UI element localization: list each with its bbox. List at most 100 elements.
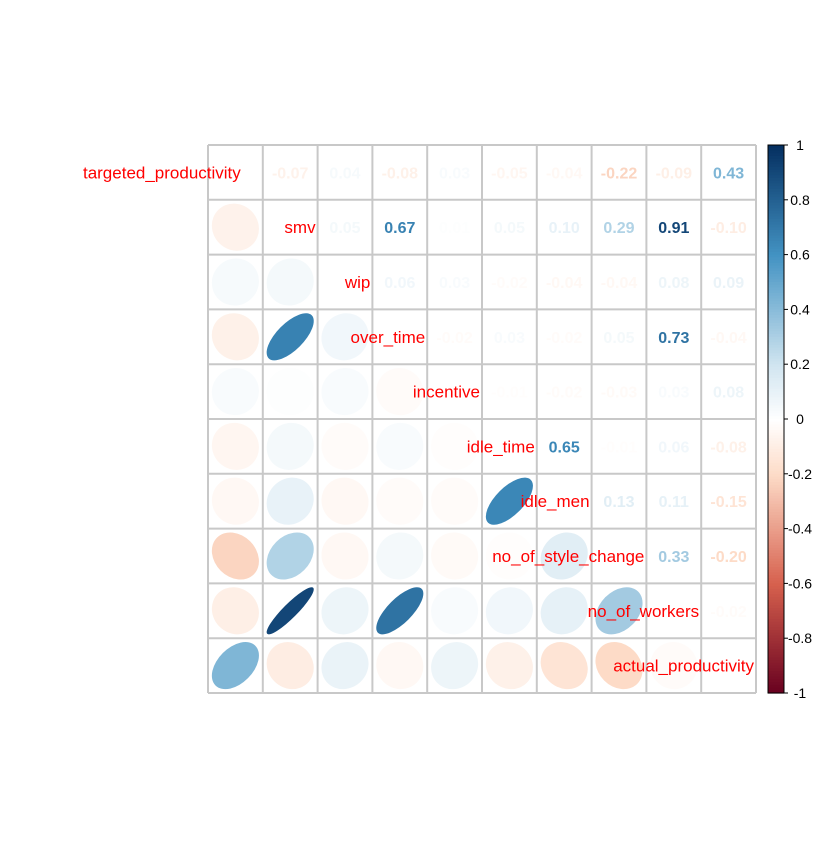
corr-ellipse: [266, 642, 314, 690]
corr-ellipse: [485, 642, 533, 690]
variable-label: wip: [344, 273, 371, 292]
corr-value: 0.05: [494, 220, 525, 237]
corr-ellipse: [266, 422, 314, 470]
corr-ellipse: [211, 642, 259, 690]
corr-ellipse: [266, 532, 314, 580]
corr-value: 0.29: [603, 220, 634, 237]
corr-ellipse: [321, 368, 369, 416]
variable-label: actual_productivity: [613, 657, 754, 676]
corr-ellipse: [485, 532, 533, 580]
corr-value: 0.13: [603, 494, 634, 511]
corr-ellipse: [376, 587, 424, 635]
corr-value: -0.05: [491, 165, 528, 182]
corr-ellipse: [266, 313, 314, 361]
corr-ellipse: [321, 532, 369, 580]
corr-value: -0.04: [546, 165, 583, 182]
corr-value: 0.03: [439, 275, 470, 292]
corr-value: 0.04: [329, 165, 360, 182]
corr-value: -0.09: [656, 165, 693, 182]
corr-ellipse: [321, 422, 369, 470]
corr-ellipse: [321, 642, 369, 690]
variable-label: incentive: [413, 383, 480, 402]
variable-label: idle_time: [467, 437, 535, 456]
corr-value: -0.08: [710, 439, 747, 456]
corr-value: -0.08: [382, 165, 419, 182]
corr-value: -0.15: [710, 494, 747, 511]
corr-value: -0.02: [546, 330, 583, 347]
corr-ellipse: [321, 477, 369, 525]
corr-value: -0.10: [710, 220, 747, 237]
corr-ellipse: [211, 313, 259, 361]
corr-ellipse: [595, 587, 643, 635]
corr-value: -0.03: [601, 385, 638, 402]
colorbar-tick: -1: [794, 685, 807, 701]
corr-ellipse: [540, 587, 588, 635]
corr-value: 0.06: [658, 439, 689, 456]
variable-label: idle_men: [521, 492, 590, 511]
colorbar-tick: 0.6: [790, 247, 810, 263]
corr-ellipse: [211, 422, 259, 470]
corr-ellipse: [211, 368, 259, 416]
corr-value: -0.02: [436, 330, 473, 347]
corr-value: -0.04: [710, 330, 747, 347]
colorbar-tick: 0.2: [790, 356, 810, 372]
corr-ellipse: [431, 642, 479, 690]
corr-ellipse: [211, 532, 259, 580]
corr-value: 0.03: [439, 165, 470, 182]
corr-value: 0.67: [384, 220, 415, 237]
corr-ellipse: [376, 368, 424, 416]
corr-ellipse: [431, 477, 479, 525]
corr-value: 0.03: [658, 385, 689, 402]
corr-value: 0.91: [658, 220, 689, 237]
corr-ellipse: [431, 587, 479, 635]
corr-value: 0.08: [658, 275, 689, 292]
corr-ellipse: [540, 532, 588, 580]
corr-ellipse: [485, 477, 533, 525]
corr-ellipse: [266, 477, 314, 525]
variable-label: no_of_style_change: [492, 547, 644, 566]
corr-ellipse: [540, 642, 588, 690]
colorbar-tick: 0.4: [790, 301, 810, 317]
corr-value: 0.05: [603, 330, 634, 347]
corr-value: -0.20: [710, 549, 747, 566]
corr-value: 0.05: [329, 220, 360, 237]
variable-label: smv: [284, 218, 316, 237]
corr-ellipse: [376, 532, 424, 580]
corr-value: -0.01: [491, 385, 528, 402]
corr-ellipse: [431, 422, 479, 470]
corr-ellipse: [376, 422, 424, 470]
corr-ellipse: [650, 642, 698, 690]
corr-value: 0.10: [549, 220, 580, 237]
corr-value: -0.02: [491, 275, 528, 292]
corr-value: -0.04: [601, 275, 638, 292]
corr-value: 0.09: [713, 275, 744, 292]
corr-value: 0.06: [384, 275, 415, 292]
corr-value: 0.43: [713, 165, 744, 182]
corr-ellipse: [485, 587, 533, 635]
corr-ellipse: [321, 587, 369, 635]
corr-ellipse: [376, 477, 424, 525]
corr-ellipse: [266, 368, 314, 416]
corr-value: 0.01: [439, 220, 470, 237]
colorbar-tick: -0.6: [788, 575, 812, 591]
colorbar-tick: 1: [796, 137, 804, 153]
corr-value: -0.22: [601, 165, 638, 182]
corr-value: -0.01: [601, 439, 638, 456]
colorbar-tick: 0.8: [790, 192, 810, 208]
corr-value: 0.03: [494, 330, 525, 347]
colorbar-tick: 0: [796, 411, 804, 427]
corr-value: 0.65: [549, 439, 580, 456]
colorbar-tick: -0.4: [788, 521, 812, 537]
variable-label: targeted_productivity: [83, 163, 241, 182]
corr-value: 0.08: [713, 385, 744, 402]
corr-ellipse: [211, 258, 259, 306]
corr-value: -0.02: [710, 604, 747, 621]
corr-ellipse: [266, 587, 314, 635]
corr-ellipse: [376, 642, 424, 690]
corr-value: -0.07: [272, 165, 309, 182]
corr-value: 0.33: [658, 549, 689, 566]
variable-label: over_time: [351, 328, 426, 347]
corr-value: -0.02: [546, 385, 583, 402]
